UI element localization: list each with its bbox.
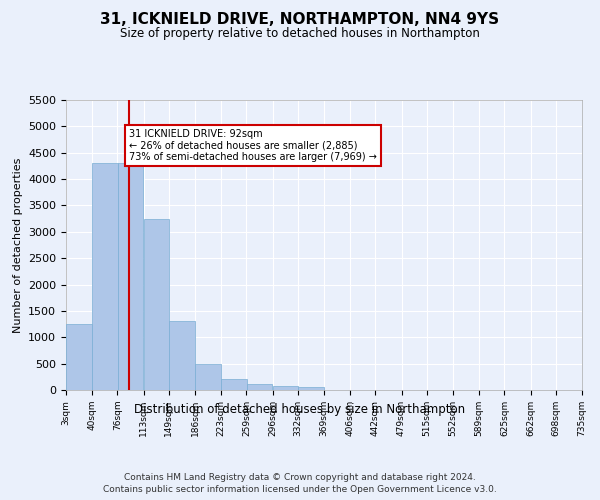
Bar: [298, 388, 324, 390]
Bar: [247, 384, 272, 390]
Text: Distribution of detached houses by size in Northampton: Distribution of detached houses by size …: [134, 402, 466, 415]
Bar: [195, 364, 221, 390]
Text: 31, ICKNIELD DRIVE, NORTHAMPTON, NN4 9YS: 31, ICKNIELD DRIVE, NORTHAMPTON, NN4 9YS: [100, 12, 500, 28]
Text: Contains public sector information licensed under the Open Government Licence v3: Contains public sector information licen…: [103, 485, 497, 494]
Bar: [92, 164, 118, 390]
Y-axis label: Number of detached properties: Number of detached properties: [13, 158, 23, 332]
Bar: [144, 218, 169, 390]
Bar: [221, 380, 247, 390]
Bar: [273, 386, 298, 390]
Text: Size of property relative to detached houses in Northampton: Size of property relative to detached ho…: [120, 28, 480, 40]
Bar: [118, 164, 143, 390]
Bar: [66, 324, 92, 390]
Text: Contains HM Land Registry data © Crown copyright and database right 2024.: Contains HM Land Registry data © Crown c…: [124, 472, 476, 482]
Text: 31 ICKNIELD DRIVE: 92sqm
← 26% of detached houses are smaller (2,885)
73% of sem: 31 ICKNIELD DRIVE: 92sqm ← 26% of detach…: [129, 129, 377, 162]
Bar: [169, 322, 195, 390]
